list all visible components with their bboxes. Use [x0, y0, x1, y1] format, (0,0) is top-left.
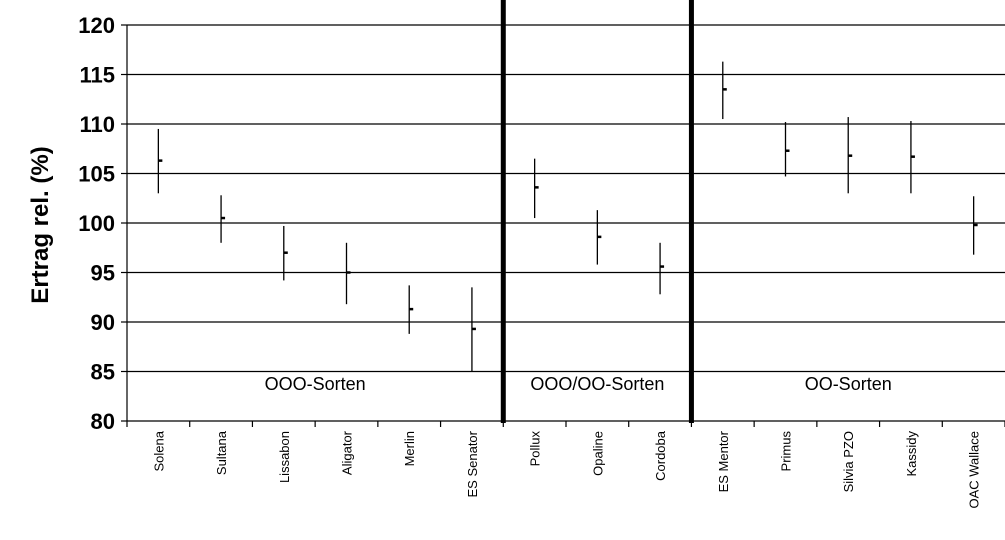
y-tick-label: 90 [91, 310, 115, 335]
x-tick-label: Opaline [590, 431, 605, 476]
group-labels: OOO-Sorten OOO/OO-Sorten OO-Sorten [265, 374, 892, 394]
x-tick-label: Lissabon [277, 431, 292, 483]
x-tick-label: Pollux [528, 431, 543, 467]
y-tick-label: 115 [80, 63, 116, 88]
x-tick-label: Cordoba [653, 430, 668, 481]
group-dividers [500, 0, 694, 423]
y-tick-label: 105 [78, 162, 115, 187]
x-tick-label: Aligator [340, 430, 355, 475]
x-tick-labels: Solena Sultana Lissabon Aligator Merlin ES Se… [151, 430, 981, 508]
group-label: OOO-Sorten [265, 374, 366, 394]
data-marks [157, 61, 978, 372]
x-tick-label: Silvia PZO [841, 431, 856, 492]
y-tick-label: 80 [91, 409, 115, 434]
y-tick-label: 110 [80, 112, 116, 137]
x-tick-label: Solena [151, 430, 166, 471]
x-tick-label: Merlin [402, 431, 417, 466]
y-tick-label: 120 [78, 13, 115, 38]
x-tick-label: OAC Wallace [967, 431, 982, 509]
y-tick-label: 85 [91, 360, 115, 385]
group-label: OOO/OO-Sorten [530, 374, 664, 394]
y-axis-label: Ertrag rel. (%) [27, 146, 54, 303]
x-tick-label: ES Senator [465, 430, 480, 497]
axes [121, 24, 1005, 427]
group-label: OO-Sorten [805, 374, 892, 394]
x-tick-label: Primus [779, 431, 794, 472]
gridlines [127, 24, 1005, 422]
y-tick-label: 100 [78, 211, 115, 236]
y-tick-labels: 80 85 90 95 100 105 110 115 120 [78, 13, 115, 434]
x-tick-label: Kassidy [904, 431, 919, 477]
y-tick-label: 95 [91, 261, 115, 286]
x-tick-label: ES Mentor [716, 430, 731, 492]
x-tick-label: Sultana [214, 430, 229, 475]
